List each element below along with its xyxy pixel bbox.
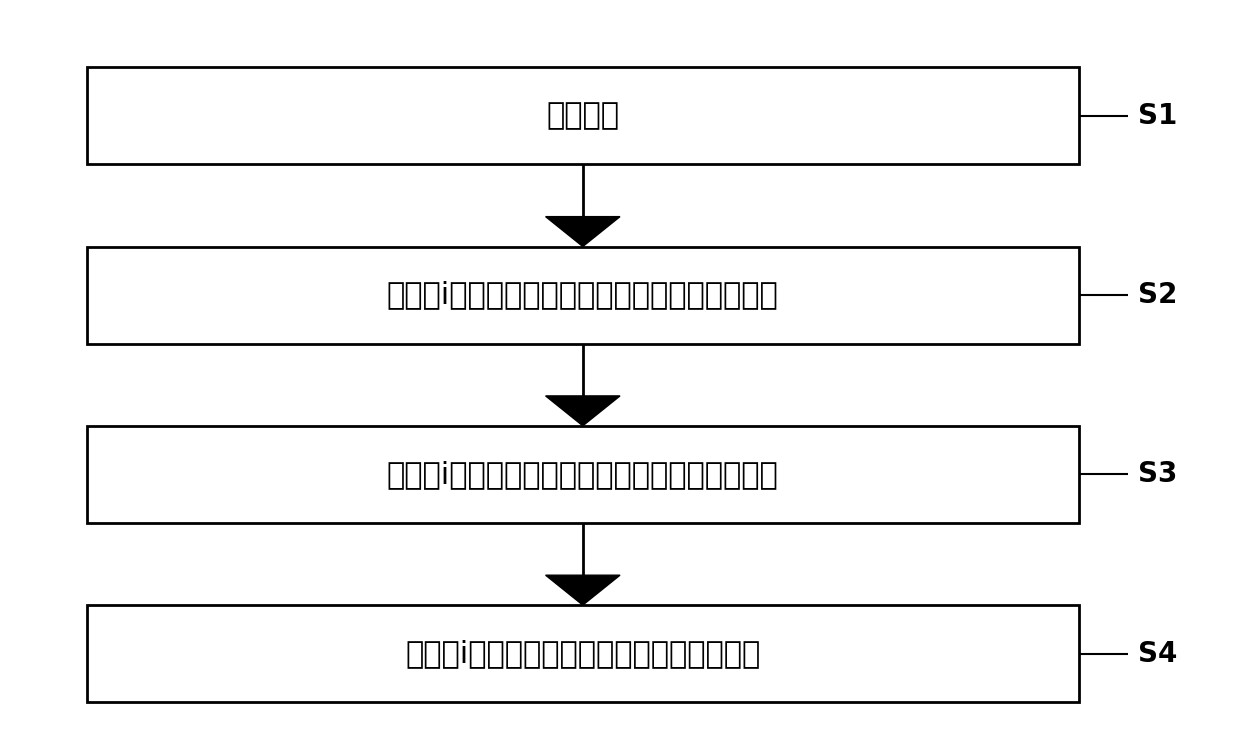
Text: S2: S2 <box>1138 281 1178 309</box>
Bar <box>87 426 1079 523</box>
Text: S3: S3 <box>1138 460 1178 489</box>
Text: 获得第i级荷载作用下的下段桩的向下抗压承载力: 获得第i级荷载作用下的下段桩的向下抗压承载力 <box>387 460 779 489</box>
Text: 桩的定义: 桩的定义 <box>547 102 619 130</box>
Polygon shape <box>546 396 620 426</box>
Polygon shape <box>546 575 620 605</box>
Bar <box>87 247 1079 344</box>
Text: S1: S1 <box>1138 102 1178 130</box>
Polygon shape <box>546 217 620 247</box>
Text: 获得第i级荷载作用下的桩顶竖向抗压承载力: 获得第i级荷载作用下的桩顶竖向抗压承载力 <box>405 639 760 668</box>
Bar <box>87 605 1079 702</box>
Text: S4: S4 <box>1138 639 1178 668</box>
Bar <box>87 67 1079 164</box>
Text: 获得第i级荷载作用下的上段桩的向下抗压承载力: 获得第i级荷载作用下的上段桩的向下抗压承载力 <box>387 281 779 309</box>
